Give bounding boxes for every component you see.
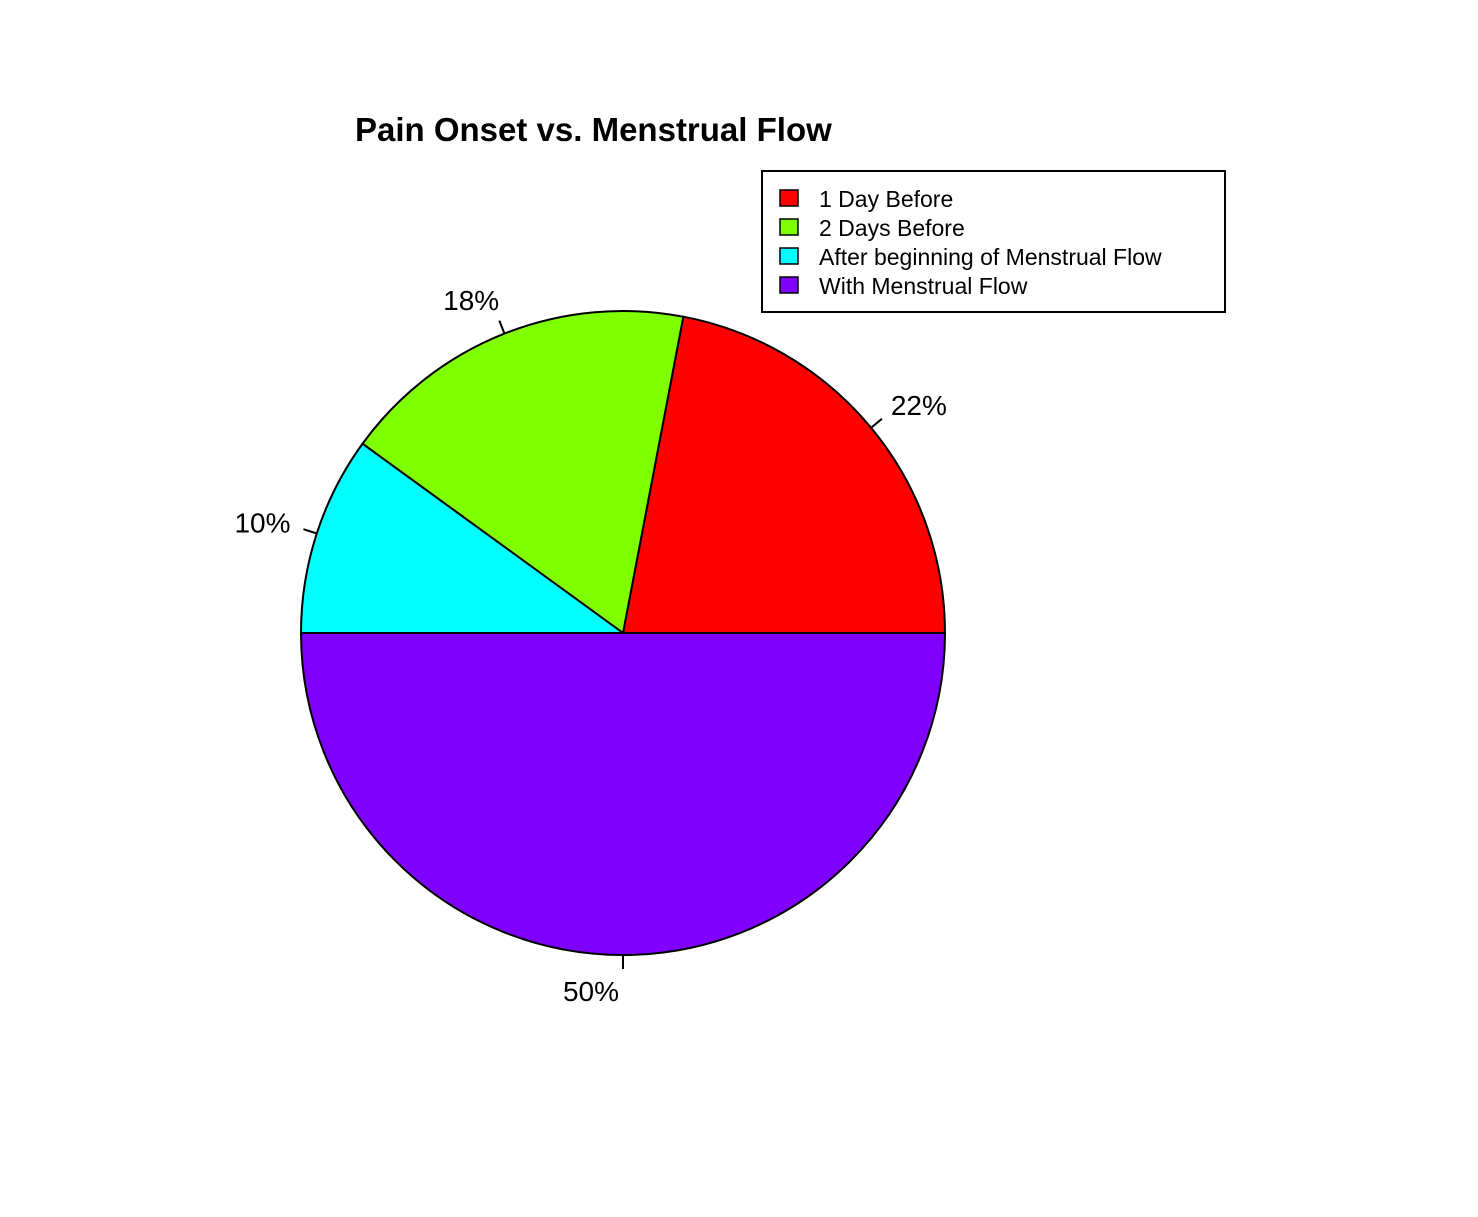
- slice-labels: 22% 18% 10% 50%: [234, 285, 946, 1007]
- pie-slice-3: [299, 442, 627, 634]
- slice-label-ticks: [303, 320, 883, 969]
- legend-label-2: 2 Days Before: [819, 215, 965, 241]
- legend: 1 Day Before 2 Days Before After beginning…: [761, 170, 1226, 313]
- legend-label-1: 1 Day Before: [819, 186, 953, 212]
- legend-swatch-1: [779, 189, 799, 207]
- chart-title: Pain Onset vs. Menstrual Flow: [355, 111, 832, 148]
- legend-swatch-4: [779, 276, 799, 294]
- slice-label-4: 50%: [563, 976, 619, 1007]
- slice-label-1: 22%: [891, 390, 947, 421]
- pie-slices: [299, 310, 947, 956]
- legend-swatch-2: [779, 218, 799, 236]
- pie-slice-4: [299, 632, 947, 956]
- slice-tick-1: [870, 418, 883, 429]
- legend-label-4: With Menstrual Flow: [819, 273, 1028, 299]
- slice-label-3: 10%: [234, 507, 290, 538]
- slice-tick-2: [498, 320, 506, 334]
- legend-box: [761, 170, 1226, 313]
- legend-entries: 1 Day Before 2 Days Before After beginning…: [779, 186, 1162, 299]
- slice-label-2: 18%: [443, 285, 499, 316]
- legend-label-3: After beginning of Menstrual Flow: [819, 244, 1162, 270]
- pie-slice-2: [361, 310, 685, 635]
- legend-swatch-3: [779, 247, 799, 265]
- slice-tick-3: [303, 528, 318, 535]
